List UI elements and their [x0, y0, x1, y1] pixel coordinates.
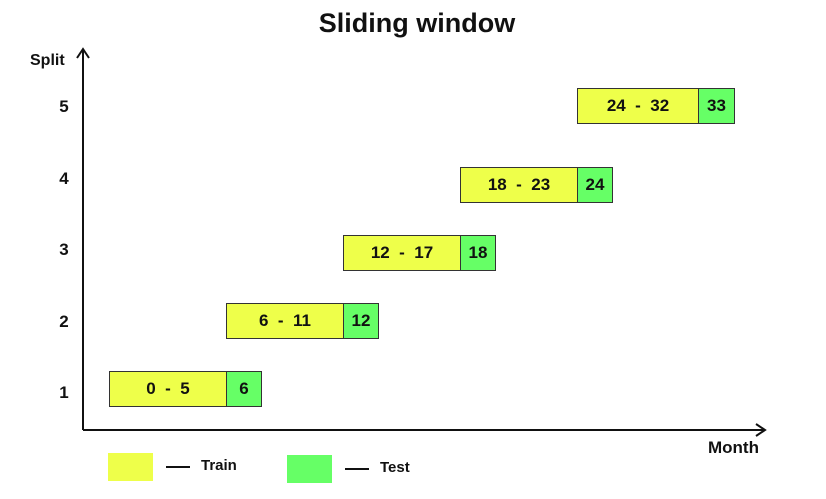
y-tick-2: 2	[59, 312, 69, 331]
y-axis-arrow	[76, 47, 90, 59]
diagram-title: Sliding window	[318, 8, 516, 38]
test-box-split-3: 18	[460, 235, 496, 271]
y-tick-5: 5	[59, 97, 69, 116]
x-axis-label: Month	[708, 438, 759, 457]
test-box-split-2: 12	[343, 303, 379, 339]
legend-train-label: Train	[201, 457, 237, 474]
legend-train-swatch	[108, 453, 153, 481]
y-tick-4: 4	[59, 169, 69, 188]
legend-test-label: Test	[380, 459, 410, 476]
train-box-split-2: 6 - 11	[226, 303, 344, 339]
train-box-split-5: 24 - 32	[577, 88, 699, 124]
x-axis-arrow	[755, 423, 767, 437]
train-box-split-4: 18 - 23	[460, 167, 578, 203]
y-axis-label: Split	[30, 52, 65, 69]
test-box-split-5: 33	[698, 88, 735, 124]
y-tick-1: 1	[59, 383, 69, 402]
legend-test-swatch	[287, 455, 332, 483]
train-box-split-3: 12 - 17	[343, 235, 461, 271]
test-box-split-4: 24	[577, 167, 613, 203]
legend-test-line	[345, 468, 369, 470]
legend-train-line	[166, 466, 190, 468]
test-box-split-1: 6	[226, 371, 262, 407]
train-box-split-1: 0 - 5	[109, 371, 227, 407]
y-tick-3: 3	[59, 240, 69, 259]
